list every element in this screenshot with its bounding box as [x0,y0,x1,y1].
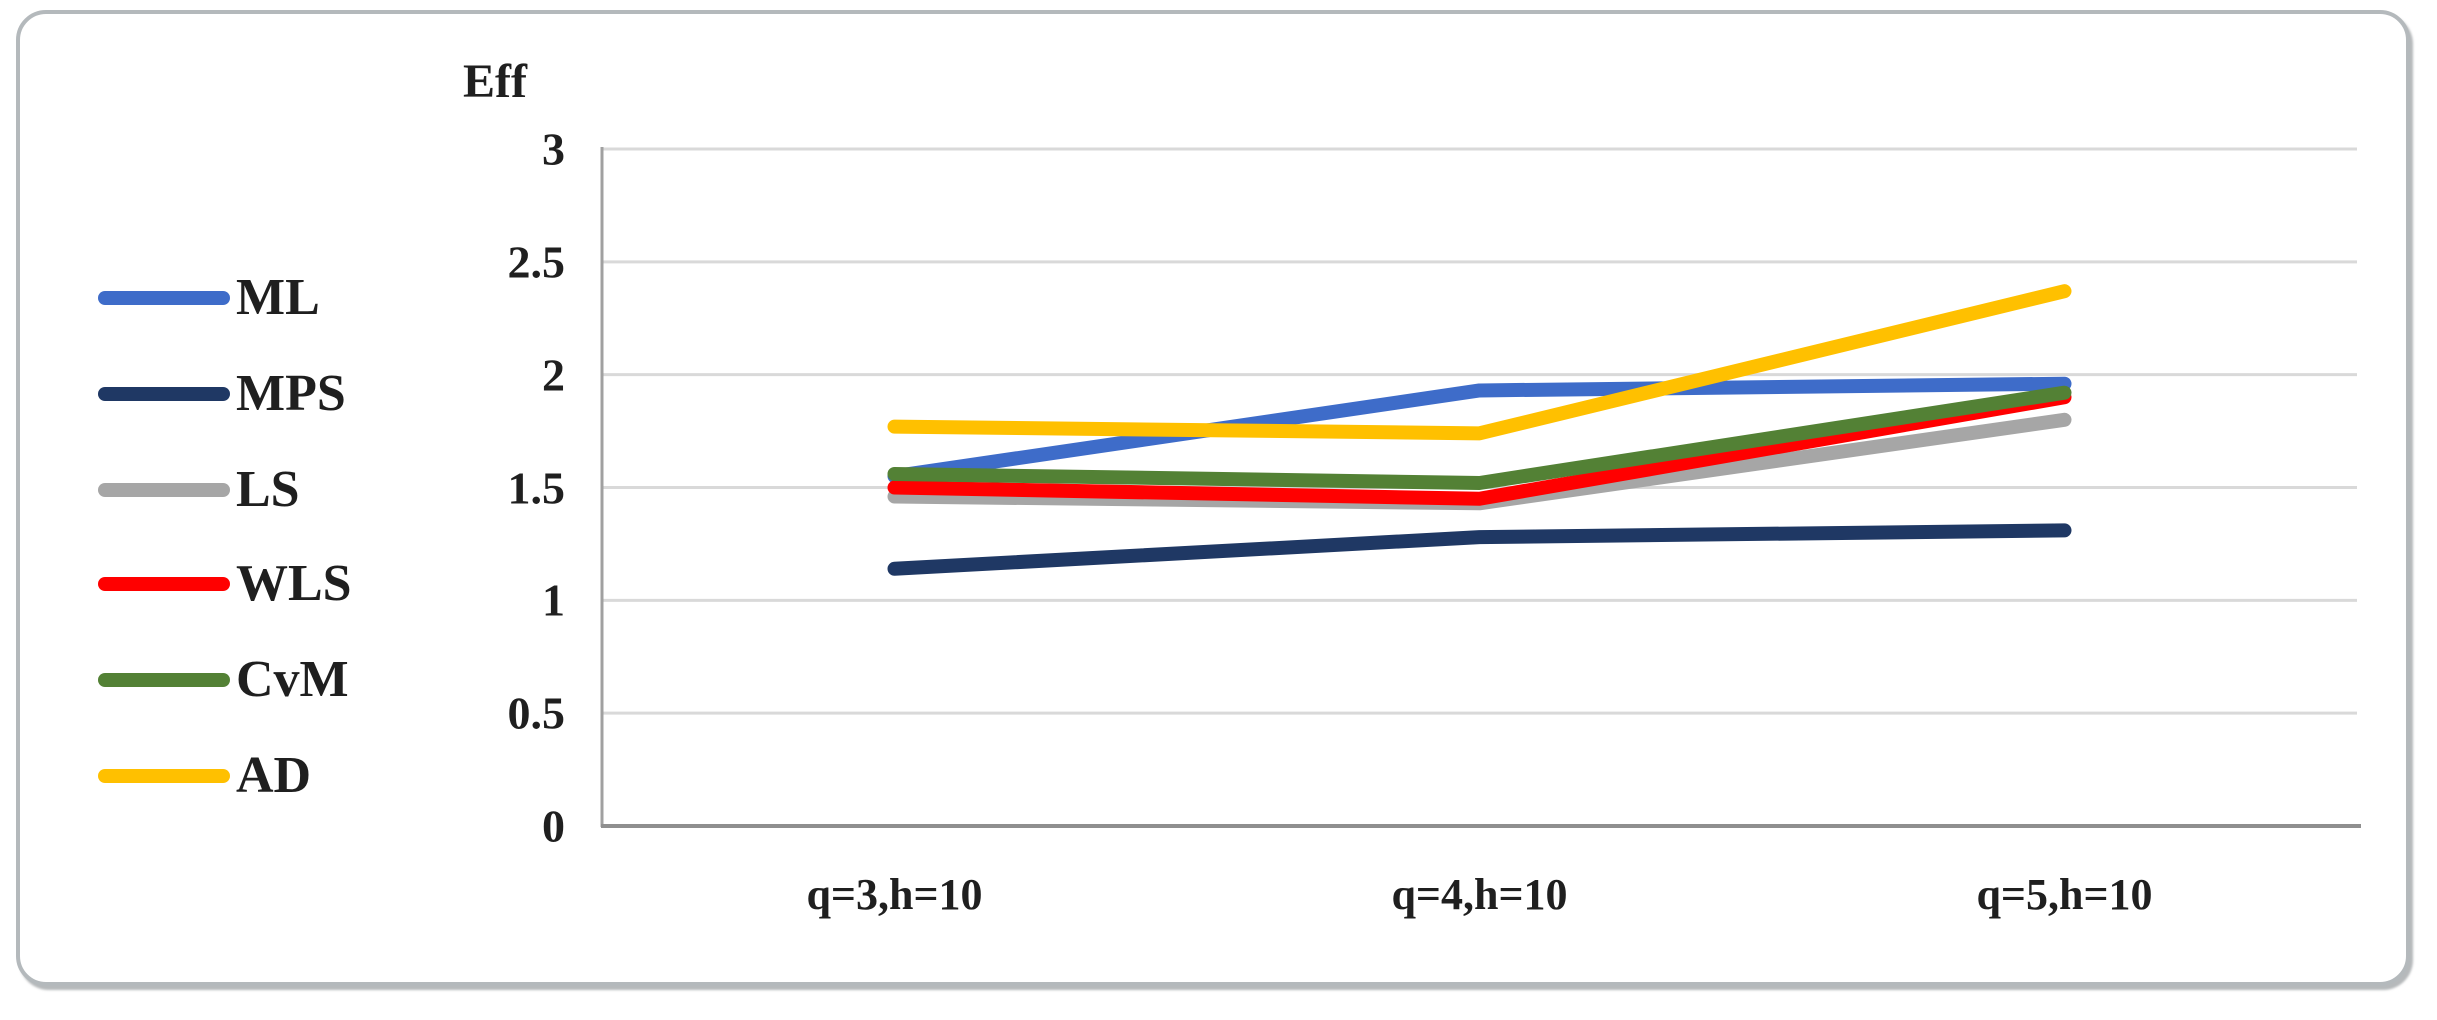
ad-line-swatch-icon [98,769,230,783]
legend-label: WLS [236,555,352,612]
legend-label: MPS [236,365,346,422]
y-tick-label: 1 [542,574,565,626]
wls-line-swatch-icon [98,577,230,591]
line-chart-plot [600,147,2361,828]
legend-item-wls: WLS [98,556,352,612]
legend-item-cvm: CvM [98,652,349,708]
x-category-label: q=3,h=10 [806,870,983,919]
y-tick-label: 2.5 [507,236,566,288]
cvm-line-swatch-icon [98,673,230,687]
y-tick-label: 2 [542,349,565,401]
legend-label: ML [236,269,320,326]
y-tick-label: 0.5 [507,687,566,739]
x-category-label: q=4,h=10 [1391,870,1568,919]
legend-item-mps: MPS [98,366,346,422]
y-tick-label: 3 [542,123,565,175]
y-tick-label: 1.5 [507,462,566,513]
legend-item-ml: ML [98,270,320,326]
mps-line-swatch-icon [98,387,230,401]
legend-item-ad: AD [98,748,311,804]
legend-item-ls: LS [98,462,300,518]
legend-label: CvM [236,651,349,708]
ls-line-swatch-icon [98,483,230,497]
legend-label: AD [236,747,312,804]
y-tick-label: 0 [542,800,565,852]
chart-frame: ML MPS LS WLS CvM AD Eff 3 2.5 2 1.5 1 0… [16,10,2410,986]
x-category-label: q=5,h=10 [1976,870,2153,919]
y-axis-title: Eff [463,55,527,108]
legend-label: LS [236,461,300,518]
ml-line-swatch-icon [98,291,230,305]
